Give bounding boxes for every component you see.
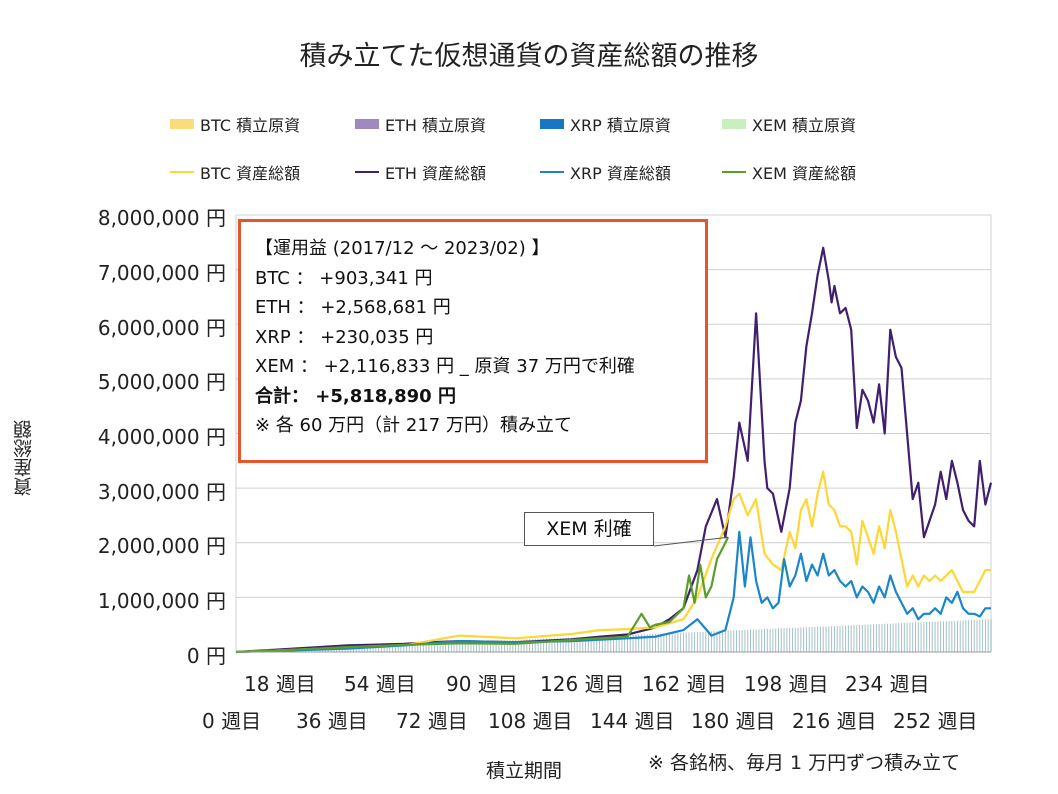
x-tick-label: 108 週目 xyxy=(488,709,573,733)
chart-title: 積み立てた仮想通貨の資産総額の推移 xyxy=(299,41,759,72)
x-tick-label: 0 週目 xyxy=(202,709,262,733)
legend-swatch xyxy=(355,171,379,173)
info-period: 【運用益 (2017/12 ～ 2023/02) 】 xyxy=(255,238,550,259)
y-tick-label: 1,000,000 円 xyxy=(97,589,226,613)
y-tick-label: 2,000,000 円 xyxy=(97,534,226,558)
x-tick-label: 90 週目 xyxy=(446,672,518,696)
legend-swatch xyxy=(722,171,746,173)
xem-callout: XEM 利確 xyxy=(524,512,654,546)
legend-item-xrp-principal: XRP 積立原資 xyxy=(540,112,671,136)
legend-label: BTC 資産総額 xyxy=(200,164,301,183)
legend-swatch xyxy=(540,171,564,173)
x-tick-label: 180 週目 xyxy=(691,709,776,733)
legend-item-xem-total: XEM 資産総額 xyxy=(722,160,856,184)
series-line-xem xyxy=(235,536,730,654)
profit-info-box: 【運用益 (2017/12 ～ 2023/02) 】 BTC ： +903,34… xyxy=(238,219,708,463)
x-tick-label: 54 週目 xyxy=(344,672,416,696)
legend-label: XEM 資産総額 xyxy=(752,164,856,183)
x-tick-label: 144 週目 xyxy=(590,709,675,733)
info-btc: BTC ： +903,341 円 xyxy=(255,267,433,289)
x-tick-label: 162 週目 xyxy=(642,672,727,696)
legend-swatch xyxy=(170,119,194,129)
x-tick-label: 36 週目 xyxy=(296,709,368,733)
x-axis-title: 積立期間 xyxy=(486,760,563,782)
legend-item-xem-principal: XEM 積立原資 xyxy=(722,112,856,136)
x-tick-label: 18 週目 xyxy=(244,672,316,696)
info-note: ※ 各 60 万円（計 217 万円）積み立て xyxy=(255,415,572,436)
y-tick-label: 5,000,000 円 xyxy=(97,370,226,394)
info-eth: ETH ： +2,568,681 円 xyxy=(255,297,451,318)
x-tick-label: 216 週目 xyxy=(792,709,877,733)
y-tick-label: 6,000,000 円 xyxy=(97,316,226,340)
y-tick-label: 4,000,000 円 xyxy=(97,425,226,449)
x-tick-label: 126 週目 xyxy=(540,672,625,696)
legend-swatch xyxy=(722,119,746,129)
info-xrp: XRP ： +230,035 円 xyxy=(255,326,434,348)
legend-swatch xyxy=(170,171,194,173)
y-tick-label: 3,000,000 円 xyxy=(97,480,226,504)
callout-leader xyxy=(653,536,729,547)
x-tick-label: 72 週目 xyxy=(396,709,468,733)
series-line-xrp xyxy=(235,530,991,654)
x-tick-label: 234 週目 xyxy=(845,672,930,696)
legend-item-xrp-total: XRP 資産総額 xyxy=(540,160,671,184)
legend-swatch xyxy=(355,119,379,129)
legend-label: XRP 積立原資 xyxy=(570,116,671,135)
series-line-btc xyxy=(235,470,991,654)
y-tick-label: 7,000,000 円 xyxy=(97,261,226,285)
legend-item-btc-total: BTC 資産総額 xyxy=(170,160,300,184)
legend-label: XRP 資産総額 xyxy=(570,164,671,183)
legend-item-eth-principal: ETH 積立原資 xyxy=(355,112,486,136)
info-xem: XEM ： +2,116,833 円 _ 原資 37 万円で利確 xyxy=(255,356,635,377)
y-tick-label: 8,000,000 円 xyxy=(97,206,226,230)
legend-label: ETH 資産総額 xyxy=(385,164,487,183)
legend-item-eth-total: ETH 資産総額 xyxy=(355,160,486,184)
legend-label: BTC 積立原資 xyxy=(200,116,301,135)
info-total: 合計： +5,818,890 円 xyxy=(255,385,456,407)
x-tick-label: 252 週目 xyxy=(893,709,978,733)
legend-item-btc-principal: BTC 積立原資 xyxy=(170,112,300,136)
legend-swatch xyxy=(540,119,564,129)
y-tick-label: 0 円 xyxy=(186,644,226,668)
x-tick-label: 198 週目 xyxy=(744,672,829,696)
footnote: ※ 各銘柄、毎月 1 万円ずつ積み立て xyxy=(648,752,961,774)
legend-label: XEM 積立原資 xyxy=(752,116,856,135)
legend-label: ETH 積立原資 xyxy=(385,116,487,135)
